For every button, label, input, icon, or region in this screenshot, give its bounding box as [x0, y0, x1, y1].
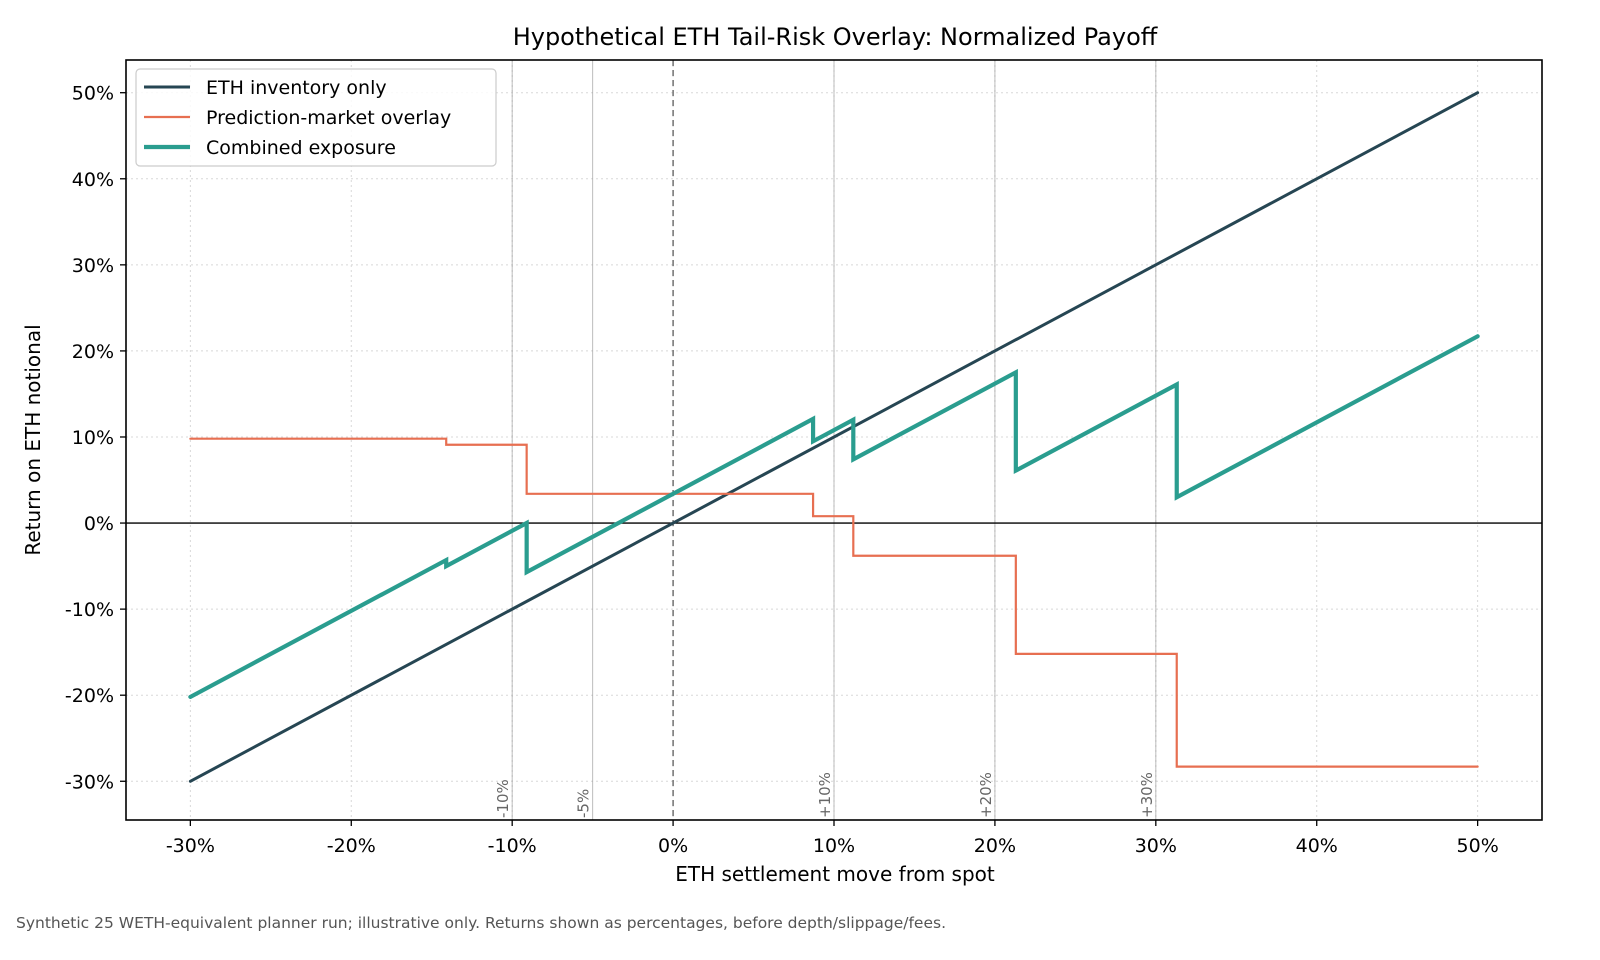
x-tick-label: 0%	[658, 835, 688, 857]
y-axis-label: Return on ETH notional	[21, 324, 45, 555]
reference-line-labels: -10% -5% +10% +20% +30%	[494, 772, 1156, 818]
y-tick-label: 10%	[72, 427, 114, 449]
zero-lines	[126, 60, 1542, 820]
reference-line-label: -5%	[575, 789, 593, 818]
y-tick-label: -30%	[65, 771, 114, 793]
x-tick-label: -20%	[327, 835, 376, 857]
x-tick-label: 50%	[1457, 835, 1499, 857]
legend-label: ETH inventory only	[206, 77, 387, 99]
x-axis-ticks: -30% -20% -10% 0% 10% 20% 30% 40% 50%	[166, 820, 1499, 857]
x-axis-label: ETH settlement move from spot	[675, 862, 995, 886]
y-tick-label: -20%	[65, 685, 114, 707]
x-tick-label: 20%	[974, 835, 1016, 857]
series-lines	[188, 91, 1480, 783]
series-line	[188, 334, 1480, 700]
x-tick-label: 30%	[1135, 835, 1177, 857]
y-tick-label: -10%	[65, 599, 114, 621]
y-tick-label: 20%	[72, 341, 114, 363]
legend: ETH inventory only Prediction-market over…	[135, 68, 497, 167]
legend-label: Combined exposure	[206, 137, 396, 159]
reference-lines	[511, 60, 1157, 820]
x-tick-label: 40%	[1296, 835, 1338, 857]
legend-label: Prediction-market overlay	[206, 107, 451, 129]
x-tick-label: 10%	[813, 835, 855, 857]
series-line	[189, 437, 1479, 768]
footnote: Synthetic 25 WETH-equivalent planner run…	[16, 914, 947, 932]
reference-line-label: +30%	[1138, 772, 1156, 818]
y-tick-label: 30%	[72, 255, 114, 277]
reference-line-label: +20%	[977, 772, 995, 818]
legend-box	[135, 68, 497, 167]
chart-title: Hypothetical ETH Tail-Risk Overlay: Norm…	[513, 23, 1158, 51]
y-tick-label: 50%	[72, 83, 114, 105]
x-tick-label: -10%	[488, 835, 537, 857]
y-tick-label: 40%	[72, 169, 114, 191]
reference-line-label: -10%	[494, 779, 512, 818]
y-tick-label: 0%	[84, 513, 114, 535]
x-tick-label: -30%	[166, 835, 215, 857]
series-line	[188, 91, 1480, 783]
y-axis-ticks: -30% -20% -10% 0% 10% 20% 30% 40% 50%	[65, 83, 126, 793]
reference-line-label: +10%	[816, 772, 834, 818]
